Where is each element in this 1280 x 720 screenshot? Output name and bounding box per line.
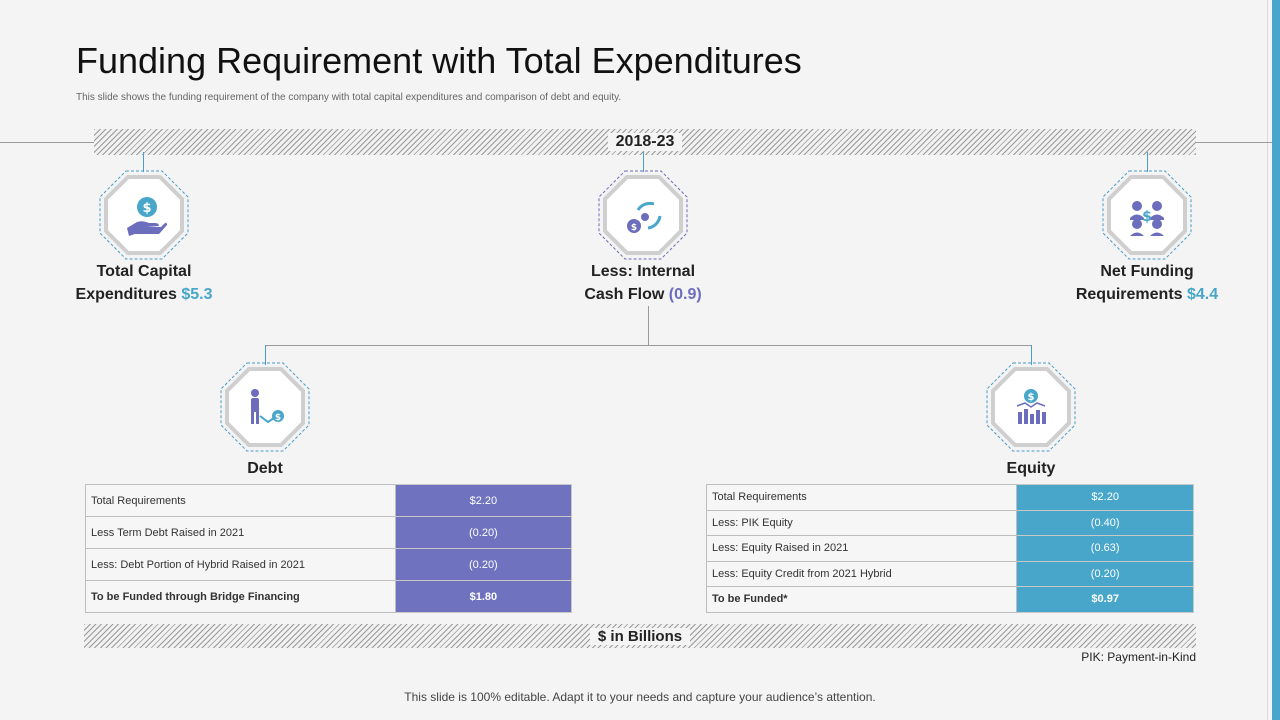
table-cell-label: Less: PIK Equity <box>705 509 1018 536</box>
people-dollar-icon: $ <box>1130 201 1164 236</box>
capex-connector <box>143 152 144 172</box>
person-dollar-icon: $ <box>251 389 284 424</box>
table-cell-value: (0.63) <box>1016 535 1194 562</box>
table-row: Less Term Debt Raised in 2021 (0.20) <box>85 516 573 549</box>
cashflow-label-line2: Cash Flow <box>584 286 665 303</box>
cashflow-value: (0.9) <box>668 286 702 303</box>
table-cell-value: (0.20) <box>394 516 573 549</box>
capex-label: Total Capital Expenditures $5.3 <box>44 260 244 306</box>
table-row-total: To be Funded* $0.97 <box>705 586 1194 613</box>
tree-stem <box>648 306 649 345</box>
cashflow-label: Less: Internal Cash Flow (0.9) <box>543 260 743 306</box>
table-cell-label: Less: Equity Raised in 2021 <box>705 535 1018 562</box>
pik-note: PIK: Payment-in-Kind <box>1081 650 1196 664</box>
table-row: Less: Equity Credit from 2021 Hybrid (0.… <box>705 560 1194 587</box>
tree-branch <box>265 345 1032 346</box>
table-cell-label: Total Requirements <box>705 484 1018 511</box>
table-cell-value: (0.20) <box>394 548 573 581</box>
table-cell-label: Less: Equity Credit from 2021 Hybrid <box>705 560 1018 587</box>
table-cell-label: Less: Debt Portion of Hybrid Raised in 2… <box>85 548 396 581</box>
cashflow-connector <box>643 152 644 172</box>
capex-value: $5.3 <box>181 286 213 303</box>
table-row: Less: Debt Portion of Hybrid Raised in 2… <box>85 548 573 581</box>
svg-text:$: $ <box>1142 209 1152 225</box>
table-cell-value: $0.97 <box>1016 586 1194 613</box>
svg-text:$: $ <box>142 201 151 216</box>
svg-text:$: $ <box>631 223 637 233</box>
table-row: Less: Equity Raised in 2021 (0.63) <box>705 535 1194 562</box>
hand-dollar-icon: $ <box>127 197 167 236</box>
table-cell-label: Less Term Debt Raised in 2021 <box>85 516 396 549</box>
net-connector <box>1147 152 1148 172</box>
debt-connector <box>265 345 266 365</box>
right-accent-bar <box>1272 0 1280 720</box>
table-cell-value: $1.80 <box>394 580 573 613</box>
table-cell-value: (0.40) <box>1016 509 1194 536</box>
svg-text:$: $ <box>275 413 281 423</box>
equity-connector <box>1031 345 1032 365</box>
capex-badge: $ <box>99 170 189 260</box>
net-label: Net Funding Requirements $4.4 <box>1047 260 1247 306</box>
chart-dollar-icon: $ <box>1016 389 1046 424</box>
table-cell-label: To be Funded through Bridge Financing <box>85 580 396 613</box>
table-row: Total Requirements $2.20 <box>705 484 1194 511</box>
capex-label-line2: Expenditures <box>75 286 177 303</box>
net-badge: $ <box>1102 170 1192 260</box>
period-band: 2018-23 <box>94 129 1196 155</box>
debt-badge: $ <box>220 362 310 452</box>
table-cell-label: Total Requirements <box>85 484 396 517</box>
svg-text:$: $ <box>1028 392 1035 403</box>
capex-label-line1: Total Capital <box>96 263 192 280</box>
table-cell-value: $2.20 <box>1016 484 1194 511</box>
debt-table: Total Requirements $2.20 Less Term Debt … <box>85 484 573 613</box>
net-label-line2: Requirements <box>1075 286 1183 303</box>
period-label: 2018-23 <box>607 133 683 151</box>
cashflow-badge: $ <box>598 170 688 260</box>
equity-title: Equity <box>1006 460 1056 477</box>
right-accent-line <box>1267 0 1268 720</box>
net-label-line1: Net Funding <box>1100 263 1194 280</box>
table-cell-label: To be Funded* <box>705 586 1018 613</box>
table-row: Less: PIK Equity (0.40) <box>705 509 1194 536</box>
page-subtitle: This slide shows the funding requirement… <box>76 92 622 103</box>
net-value: $4.4 <box>1187 286 1219 303</box>
table-cell-value: (0.20) <box>1016 560 1194 587</box>
units-band: $ in Billions <box>84 624 1196 648</box>
equity-badge: $ <box>986 362 1076 452</box>
table-row-total: To be Funded through Bridge Financing $1… <box>85 580 573 613</box>
debt-title: Debt <box>247 460 283 477</box>
table-row: Total Requirements $2.20 <box>85 484 573 517</box>
table-cell-value: $2.20 <box>394 484 573 517</box>
footer-note: This slide is 100% editable. Adapt it to… <box>404 690 876 704</box>
equity-table: Total Requirements $2.20 Less: PIK Equit… <box>705 484 1194 613</box>
cash-cycle-icon: $ <box>627 201 662 233</box>
page-title: Funding Requirement with Total Expenditu… <box>76 40 802 81</box>
units-label: $ in Billions <box>589 627 691 645</box>
cashflow-label-line1: Less: Internal <box>590 263 696 280</box>
